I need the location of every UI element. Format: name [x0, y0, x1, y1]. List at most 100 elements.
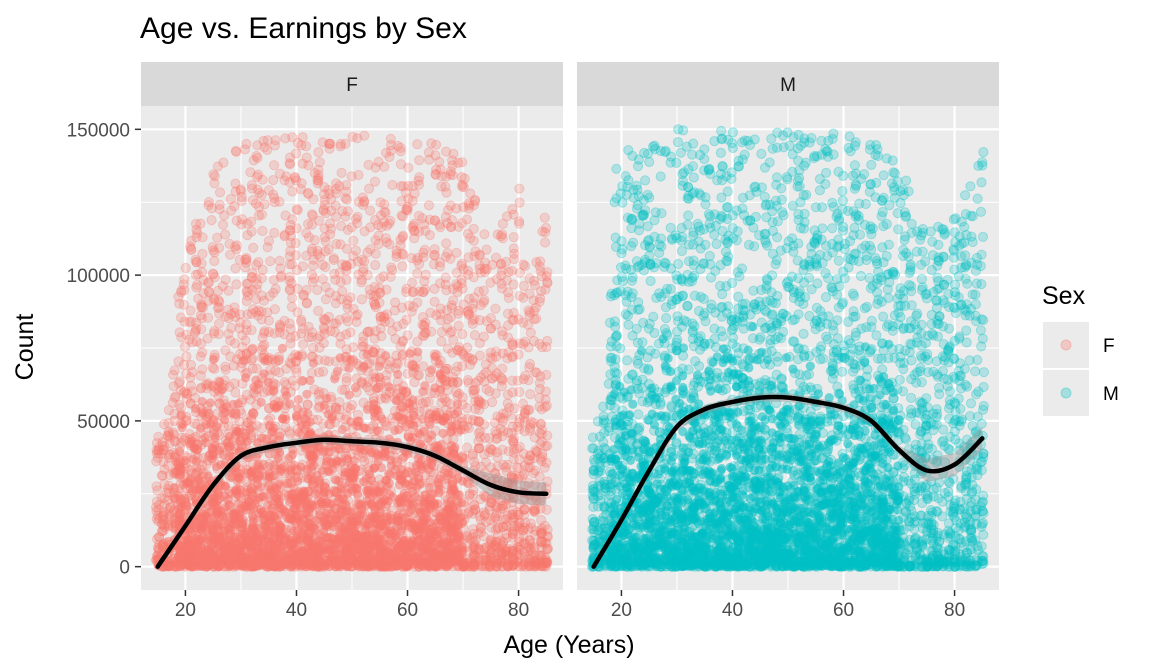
facet-panel-f: F20 40 60 80 [141, 62, 563, 621]
data-point [529, 479, 540, 490]
data-point [470, 196, 481, 207]
data-point [153, 549, 164, 560]
data-point [319, 323, 330, 335]
data-point [512, 375, 523, 386]
data-point [252, 140, 263, 151]
data-point [430, 169, 441, 180]
data-point [253, 169, 264, 180]
data-point [290, 173, 301, 184]
data-point [395, 146, 406, 157]
data-point [185, 305, 196, 316]
data-point [285, 285, 296, 296]
data-point [398, 318, 409, 329]
data-point [537, 560, 548, 571]
data-point [474, 416, 485, 427]
data-point [257, 341, 268, 352]
data-point [525, 389, 536, 400]
data-point [223, 328, 234, 339]
data-point [464, 533, 475, 544]
data-point [151, 438, 162, 449]
data-point [330, 298, 341, 309]
data-point [188, 454, 198, 464]
data-point [408, 301, 419, 312]
data-point [434, 484, 444, 494]
data-point [231, 215, 242, 226]
data-point [403, 180, 414, 191]
data-point [412, 268, 423, 279]
data-point [263, 377, 273, 387]
data-point [269, 160, 280, 171]
data-point [337, 286, 348, 297]
data-point [178, 299, 189, 310]
data-point [248, 408, 258, 418]
data-point [511, 462, 523, 473]
data-point [430, 351, 440, 362]
data-point [218, 404, 229, 414]
data-point [174, 399, 185, 411]
data-point [291, 175, 302, 186]
data-point [235, 436, 245, 446]
data-point [518, 531, 529, 542]
data-point [413, 347, 423, 357]
data-point [498, 537, 509, 548]
data-point [540, 557, 551, 568]
data-point [322, 456, 332, 466]
data-point [441, 322, 453, 333]
data-point [423, 147, 434, 158]
data-point [214, 445, 224, 455]
data-point [297, 261, 308, 272]
data-point [381, 147, 392, 158]
data-point [478, 285, 489, 296]
data-point [419, 426, 429, 437]
data-point [350, 245, 361, 256]
data-point [370, 260, 381, 271]
data-point [364, 469, 375, 479]
data-point [290, 148, 302, 159]
data-point [330, 374, 340, 384]
data-point [157, 470, 168, 481]
data-point [284, 318, 295, 329]
data-point [507, 337, 518, 348]
data-point [152, 533, 163, 545]
data-point [424, 214, 435, 225]
data-point [269, 561, 279, 571]
data-point [327, 412, 337, 422]
data-point [373, 230, 384, 241]
data-point [503, 446, 514, 457]
data-point [242, 230, 253, 241]
data-point [277, 343, 287, 353]
data-point [423, 200, 435, 211]
data-point [492, 461, 503, 472]
data-point [474, 338, 485, 349]
data-point [353, 196, 364, 207]
data-point [357, 192, 368, 203]
scatter-points-f [151, 130, 554, 572]
data-point [218, 157, 229, 168]
data-point [387, 551, 397, 562]
data-point [209, 328, 220, 339]
data-point [507, 375, 518, 386]
data-point [335, 239, 346, 250]
data-point [191, 317, 202, 328]
data-point [428, 250, 440, 261]
data-point [313, 305, 324, 316]
data-point [214, 242, 225, 253]
data-point [251, 306, 262, 318]
data-point [498, 537, 509, 548]
data-point [395, 240, 406, 251]
data-point [209, 363, 220, 374]
data-point [285, 497, 295, 507]
data-point [536, 514, 547, 526]
data-point [341, 180, 352, 191]
data-point [296, 462, 306, 472]
data-point [284, 272, 295, 283]
data-point [308, 358, 318, 368]
data-point [253, 474, 263, 484]
data-point [491, 428, 502, 439]
data-point [456, 260, 467, 271]
data-point [206, 215, 217, 226]
data-point [469, 330, 480, 341]
data-point [319, 315, 330, 326]
data-point [293, 137, 304, 149]
data-point [536, 537, 547, 548]
